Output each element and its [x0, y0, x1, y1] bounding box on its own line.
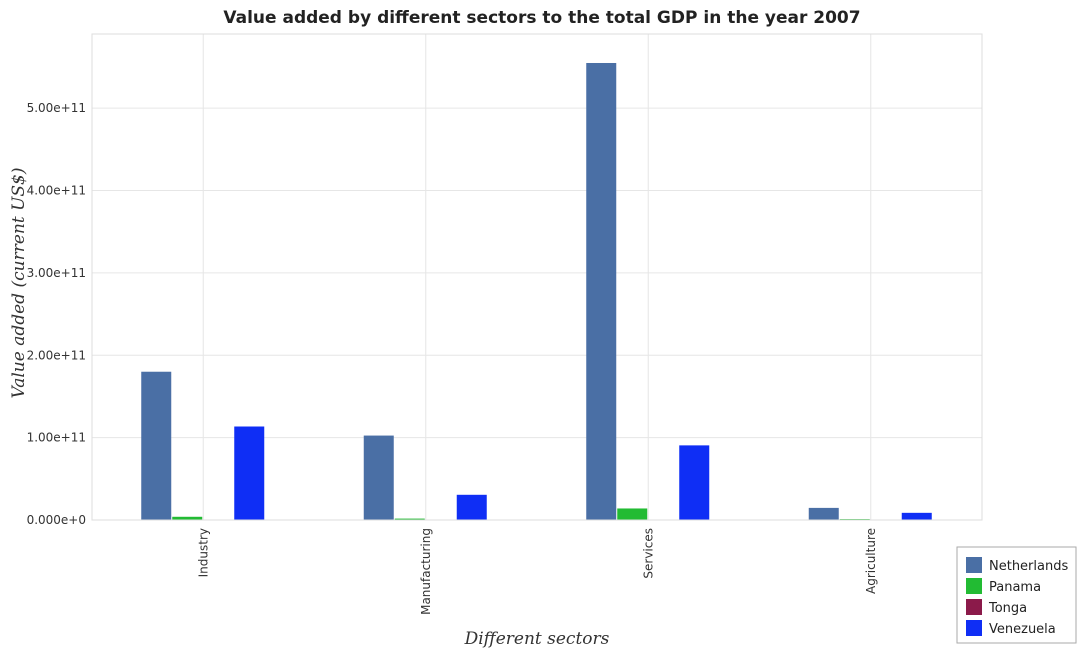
- y-tick-label: 2.00e+11: [27, 348, 86, 362]
- bar-netherlands-agriculture: [808, 507, 839, 520]
- y-tick-label: 0.000e+0: [27, 513, 86, 527]
- x-tick-label: Industry: [196, 528, 210, 577]
- bar-netherlands-industry: [141, 371, 172, 520]
- x-tick-label: Agriculture: [864, 528, 878, 594]
- x-axis-label: Different sectors: [464, 629, 610, 649]
- bar-venezuela-industry: [234, 426, 265, 520]
- legend-swatch: [966, 599, 982, 615]
- x-tick-label: Services: [641, 528, 655, 579]
- bar-netherlands-manufacturing: [363, 435, 394, 520]
- grid-lines: [92, 34, 982, 521]
- chart-title: Value added by different sectors to the …: [223, 8, 861, 28]
- y-tick-label: 5.00e+11: [27, 101, 86, 115]
- y-tick-label: 3.00e+11: [27, 266, 86, 280]
- x-tick-label: Manufacturing: [419, 528, 433, 615]
- bar-venezuela-agriculture: [901, 512, 932, 520]
- y-tick-label: 1.00e+11: [27, 431, 86, 445]
- axes: 0.000e+0 1.00e+11 2.00e+11 3.00e+11 4.00e+11…: [27, 33, 983, 615]
- bars: [141, 62, 932, 521]
- legend-label: Venezuela: [989, 622, 1056, 637]
- bar-panama-manufacturing: [394, 518, 425, 520]
- bar-netherlands-services: [586, 62, 617, 521]
- y-tick-label: 4.00e+11: [27, 184, 86, 198]
- legend-swatch: [966, 578, 982, 594]
- bar-panama-services: [617, 508, 648, 520]
- legend-label: Netherlands: [989, 559, 1068, 574]
- plot-frame: [91, 33, 983, 521]
- legend-label: Tonga: [988, 601, 1027, 616]
- legend-label: Panama: [989, 580, 1041, 595]
- legend-swatch: [966, 557, 982, 573]
- bar-panama-industry: [172, 516, 203, 520]
- bar-venezuela-services: [679, 445, 710, 520]
- bar-venezuela-manufacturing: [456, 494, 487, 520]
- y-axis-label: Value added (current US$): [9, 168, 29, 399]
- legend: Netherlands Panama Tonga Venezuela: [956, 546, 1077, 644]
- legend-swatch: [966, 620, 982, 636]
